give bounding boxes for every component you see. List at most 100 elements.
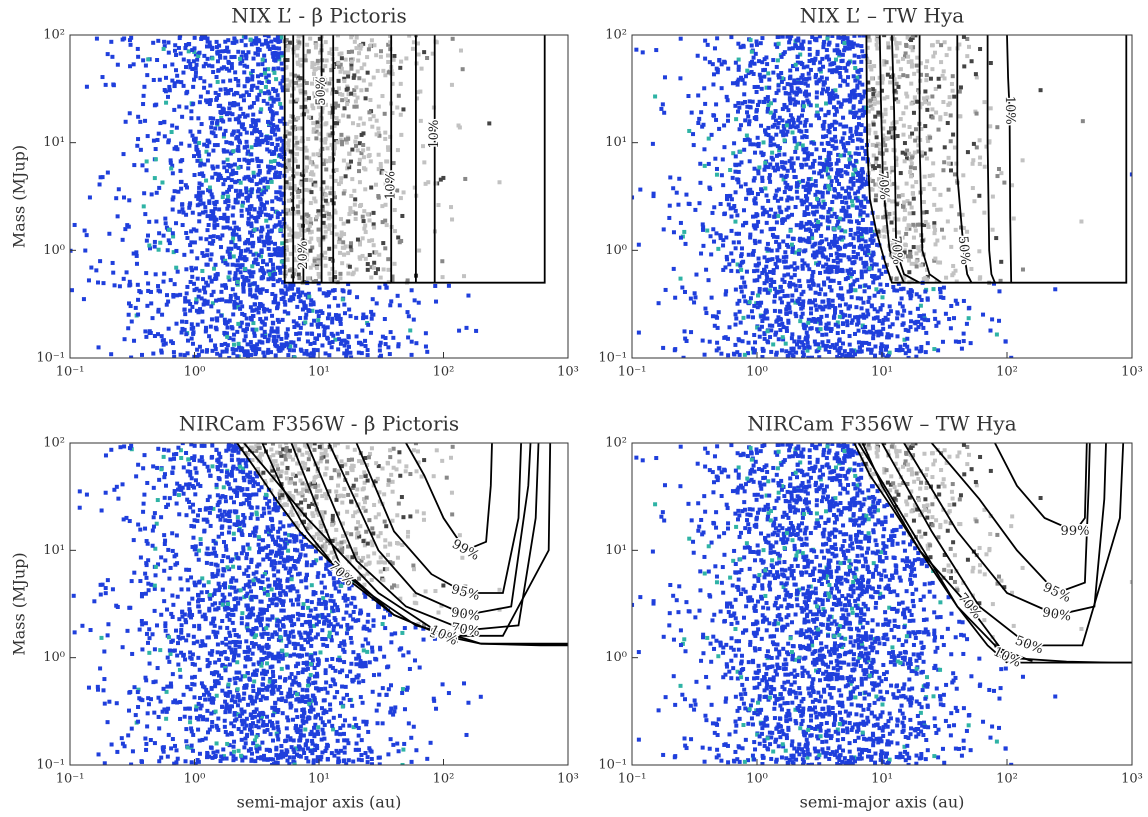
population-point xyxy=(932,50,937,55)
population-point xyxy=(297,276,302,281)
population-point xyxy=(810,204,815,209)
population-point xyxy=(192,288,197,293)
population-point xyxy=(303,145,308,150)
population-point xyxy=(886,215,891,220)
population-point xyxy=(228,293,233,298)
population-point xyxy=(899,287,904,292)
population-point xyxy=(329,174,334,179)
population-point xyxy=(781,123,786,128)
population-point xyxy=(806,236,811,241)
population-point xyxy=(909,174,914,179)
population-point xyxy=(816,348,821,353)
population-point xyxy=(815,262,820,267)
population-point xyxy=(223,91,228,96)
population-point xyxy=(163,75,168,80)
population-point xyxy=(245,349,250,354)
population-point xyxy=(210,64,215,69)
population-point xyxy=(786,318,791,323)
population-point xyxy=(863,126,868,131)
population-point xyxy=(795,60,800,65)
population-point xyxy=(286,141,291,146)
population-point xyxy=(323,263,328,268)
population-point xyxy=(766,198,771,203)
population-point xyxy=(845,36,850,41)
population-point xyxy=(241,50,246,55)
population-point xyxy=(260,275,265,280)
population-point xyxy=(994,332,999,337)
population-point xyxy=(298,293,303,298)
population-point xyxy=(325,325,330,330)
population-point xyxy=(824,332,829,337)
population-point xyxy=(184,319,189,324)
population-point xyxy=(298,315,303,320)
population-point xyxy=(200,268,205,273)
population-point xyxy=(374,132,379,137)
population-point xyxy=(970,161,975,166)
population-point xyxy=(826,276,831,281)
population-point xyxy=(225,334,230,339)
population-point xyxy=(333,275,338,280)
population-point xyxy=(185,351,190,356)
population-point xyxy=(750,315,755,320)
population-point xyxy=(747,159,752,164)
population-point xyxy=(230,40,235,45)
population-point xyxy=(663,287,668,292)
population-point xyxy=(201,302,206,307)
population-point xyxy=(330,115,335,120)
population-point xyxy=(769,349,774,354)
population-point xyxy=(779,71,784,76)
population-point xyxy=(310,103,315,108)
population-point xyxy=(200,319,205,324)
population-point xyxy=(365,262,370,267)
population-point xyxy=(837,216,842,221)
population-point xyxy=(234,39,239,44)
population-point xyxy=(275,215,280,220)
population-point xyxy=(833,134,838,139)
population-point xyxy=(306,352,311,357)
population-point xyxy=(848,129,853,134)
population-point xyxy=(789,346,794,351)
population-point xyxy=(941,235,946,240)
population-point xyxy=(279,342,284,347)
population-point xyxy=(268,240,273,245)
population-point xyxy=(916,149,921,154)
population-point xyxy=(650,141,655,146)
population-point xyxy=(206,223,211,228)
population-point xyxy=(152,103,157,108)
population-point xyxy=(869,263,874,268)
population-point xyxy=(367,238,372,243)
population-point xyxy=(936,320,941,325)
population-point xyxy=(219,289,224,294)
population-point xyxy=(259,80,264,85)
population-point xyxy=(223,55,228,60)
population-point xyxy=(748,187,753,192)
population-point xyxy=(383,336,388,341)
population-point xyxy=(809,152,814,157)
population-point xyxy=(220,297,225,302)
population-point xyxy=(345,84,350,89)
population-point xyxy=(814,209,819,214)
population-point xyxy=(272,89,277,94)
population-point xyxy=(226,199,231,204)
population-point xyxy=(369,185,374,190)
population-point xyxy=(296,254,301,259)
population-point xyxy=(803,119,808,124)
population-point xyxy=(327,246,332,251)
population-point xyxy=(754,115,759,120)
population-point xyxy=(236,102,241,107)
population-point xyxy=(266,213,271,218)
population-point xyxy=(898,301,903,306)
population-point xyxy=(332,208,337,213)
population-point xyxy=(662,75,667,80)
population-point xyxy=(182,353,187,358)
population-point xyxy=(207,200,212,205)
population-point xyxy=(342,106,347,111)
population-point xyxy=(982,164,987,169)
population-point xyxy=(998,278,1003,283)
population-point xyxy=(739,289,744,294)
population-point xyxy=(947,46,952,51)
population-point xyxy=(395,105,400,110)
population-point xyxy=(277,118,282,123)
population-point xyxy=(908,288,913,293)
population-point xyxy=(311,127,316,132)
